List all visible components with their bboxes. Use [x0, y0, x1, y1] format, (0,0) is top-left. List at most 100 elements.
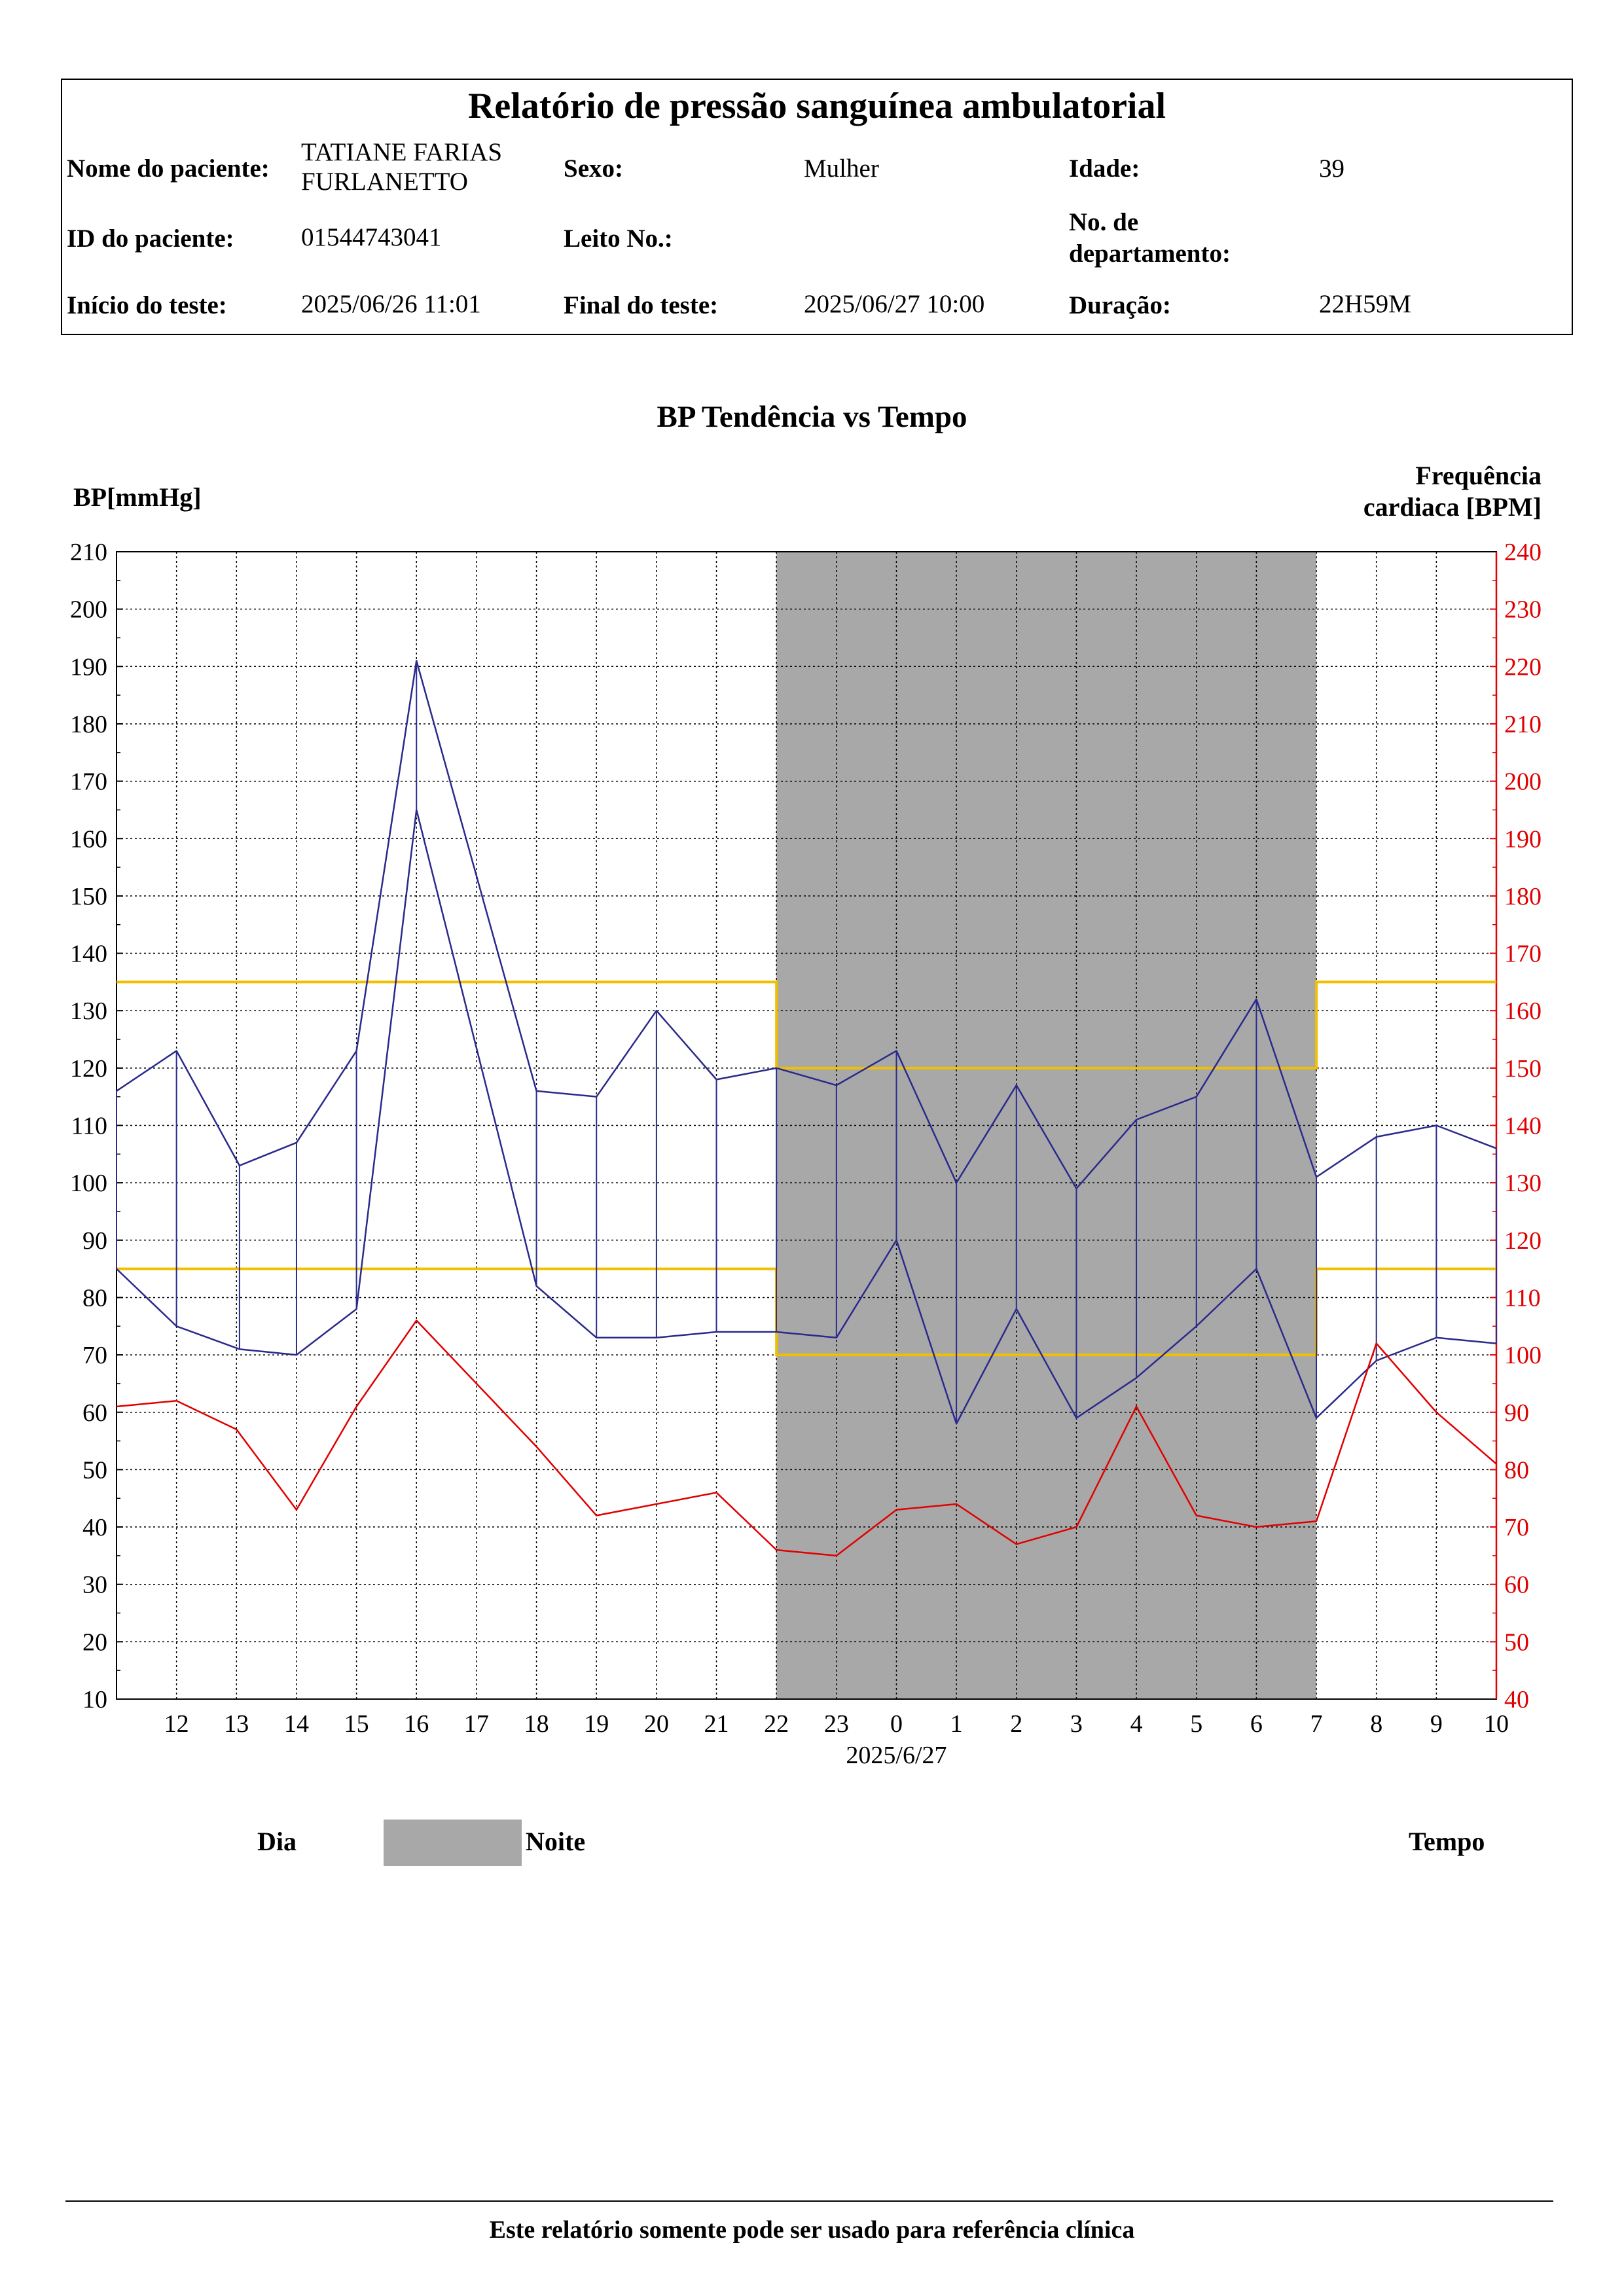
sex-value: Mulher	[804, 154, 879, 183]
right-axis-tick-label: 110	[1504, 1284, 1541, 1312]
right-axis-tick-label: 120	[1504, 1227, 1542, 1255]
report-header: Relatório de pressão sanguínea ambulator…	[61, 79, 1573, 335]
right-axis-tick-label: 220	[1504, 653, 1542, 681]
right-axis-label-line2: cardiaca [BPM]	[1363, 492, 1542, 522]
patient-name-label: Nome do paciente:	[67, 154, 270, 183]
x-axis-tick-label: 0	[890, 1710, 903, 1738]
footer-divider	[65, 2200, 1553, 2202]
left-axis-tick-label: 50	[82, 1456, 107, 1484]
left-axis-label: BP[mmHg]	[73, 482, 202, 512]
start-label: Início do teste:	[67, 291, 227, 319]
right-axis-tick-label: 140	[1504, 1113, 1542, 1140]
x-axis-date-label: 2025/6/27	[846, 1742, 947, 1769]
patient-id-value: 01544743041	[301, 223, 442, 251]
right-axis-tick-label: 170	[1504, 941, 1542, 968]
legend-time-label: Tempo	[1409, 1827, 1485, 1856]
left-axis-tick-label: 180	[70, 711, 107, 738]
start-value: 2025/06/26 11:01	[301, 290, 481, 318]
x-axis-tick-label: 16	[404, 1710, 429, 1738]
left-axis-tick-label: 150	[70, 883, 107, 910]
right-axis-tick-label: 200	[1504, 768, 1542, 796]
chart-title: BP Tendência vs Tempo	[657, 400, 967, 434]
legend-night-swatch	[384, 1820, 522, 1866]
x-axis-tick-label: 12	[164, 1710, 189, 1738]
left-axis-tick-label: 20	[82, 1628, 107, 1656]
right-axis-tick-label: 230	[1504, 596, 1542, 624]
right-axis-tick-label: 240	[1504, 539, 1542, 566]
x-axis-tick-label: 21	[704, 1710, 729, 1738]
patient-id-label: ID do paciente:	[67, 224, 234, 253]
x-axis-tick-label: 2	[1010, 1710, 1022, 1738]
left-axis-tick-label: 90	[82, 1227, 107, 1255]
systolic-threshold-line	[117, 980, 1496, 1069]
right-axis-tick-label: 50	[1504, 1628, 1529, 1656]
sex-label: Sexo:	[564, 154, 623, 183]
right-axis-tick-label: 150	[1504, 1055, 1542, 1083]
x-axis-tick-label: 6	[1250, 1710, 1263, 1738]
right-axis-tick-label: 210	[1504, 711, 1542, 738]
x-axis-tick-label: 23	[824, 1710, 849, 1738]
left-axis-tick-label: 210	[70, 539, 107, 566]
x-axis-tick-label: 13	[224, 1710, 249, 1738]
threshold-lines	[117, 980, 1496, 1357]
x-axis-tick-label: 17	[464, 1710, 489, 1738]
x-axis-tick-label: 1	[950, 1710, 963, 1738]
right-axis-label-line1: Frequência	[1415, 461, 1542, 490]
left-axis-tick-label: 70	[82, 1342, 107, 1369]
left-axis-tick-label: 110	[71, 1113, 107, 1140]
right-axis-tick-label: 100	[1504, 1342, 1542, 1369]
x-axis-tick-label: 14	[284, 1710, 309, 1738]
x-axis-tick-label: 20	[644, 1710, 669, 1738]
left-axis-tick-label: 80	[82, 1284, 107, 1312]
footer-note: Este relatório somente pode ser usado pa…	[489, 2216, 1135, 2244]
right-axis-tick-label: 180	[1504, 883, 1542, 910]
left-axis-tick-label: 140	[70, 941, 107, 968]
legend-night-label: Noite	[526, 1827, 586, 1856]
x-axis-tick-label: 8	[1370, 1710, 1382, 1738]
dept-label-line1: No. de	[1069, 208, 1139, 236]
left-axis-tick-label: 100	[70, 1170, 107, 1197]
right-axis-tick-label: 60	[1504, 1571, 1529, 1599]
report-title: Relatório de pressão sanguínea ambulator…	[467, 86, 1166, 126]
right-axis-tick-label: 40	[1504, 1686, 1529, 1713]
right-axis-tick-label: 190	[1504, 825, 1542, 853]
x-axis-tick-label: 19	[584, 1710, 609, 1738]
x-axis-tick-label: 3	[1070, 1710, 1083, 1738]
bed-label: Leito No.:	[564, 224, 673, 253]
left-axis-tick-label: 170	[70, 768, 107, 796]
systolic-series-line	[116, 660, 1497, 1190]
x-axis-tick-label: 9	[1430, 1710, 1443, 1738]
x-axis-tick-label: 4	[1130, 1710, 1143, 1738]
chart-series	[116, 660, 1497, 1557]
left-axis-tick-label: 200	[70, 596, 107, 624]
right-axis-tick-label: 80	[1504, 1456, 1529, 1484]
duration-label: Duração:	[1069, 291, 1171, 319]
left-axis-tick-label: 130	[70, 997, 107, 1025]
age-label: Idade:	[1069, 154, 1140, 183]
end-label: Final do teste:	[564, 291, 719, 319]
dept-label-line2: departamento:	[1069, 240, 1231, 268]
left-axis-tick-label: 40	[82, 1514, 107, 1541]
x-axis-tick-label: 10	[1484, 1710, 1509, 1738]
left-axis-tick-label: 10	[82, 1686, 107, 1713]
x-axis-tick-label: 7	[1310, 1710, 1323, 1738]
heart-rate-series-line	[116, 1319, 1497, 1557]
legend-day-label: Dia	[257, 1827, 297, 1856]
x-axis-tick-label: 18	[524, 1710, 549, 1738]
left-axis-tick-label: 190	[70, 653, 107, 681]
right-axis-tick-label: 160	[1504, 997, 1542, 1025]
right-axis-tick-label: 70	[1504, 1514, 1529, 1541]
x-axis-tick-label: 5	[1190, 1710, 1202, 1738]
left-axis-tick-label: 160	[70, 825, 107, 853]
patient-name-line2: FURLANETTO	[301, 168, 468, 196]
left-axis-tick-label: 120	[70, 1055, 107, 1083]
tick-labels: 1020304050607080901001101201301401501601…	[70, 539, 1542, 1769]
diastolic-series-line	[116, 809, 1497, 1425]
x-axis-tick-label: 22	[764, 1710, 789, 1738]
x-axis-tick-label: 15	[344, 1710, 369, 1738]
duration-value: 22H59M	[1319, 290, 1411, 318]
left-axis-tick-label: 60	[82, 1399, 107, 1427]
right-axis-tick-label: 130	[1504, 1170, 1542, 1197]
left-axis-tick-label: 30	[82, 1571, 107, 1599]
bp-trend-chart: BP[mmHg] Frequência cardiaca [BPM] 10203…	[70, 461, 1542, 1769]
